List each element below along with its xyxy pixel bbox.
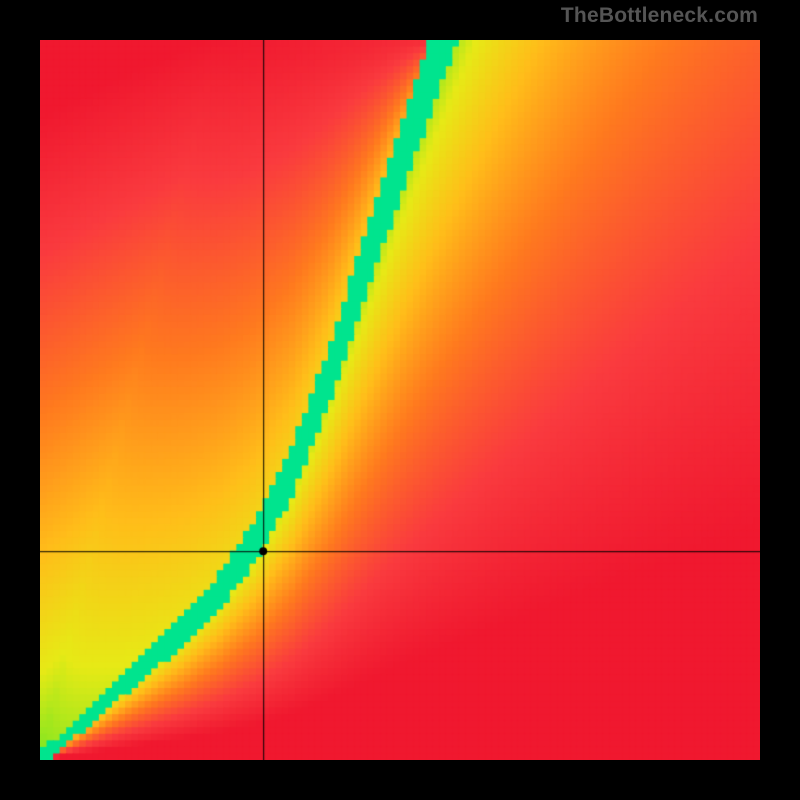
- bottleneck-heatmap: [40, 40, 760, 760]
- watermark-text: TheBottleneck.com: [561, 4, 758, 28]
- chart-container: TheBottleneck.com: [0, 0, 800, 800]
